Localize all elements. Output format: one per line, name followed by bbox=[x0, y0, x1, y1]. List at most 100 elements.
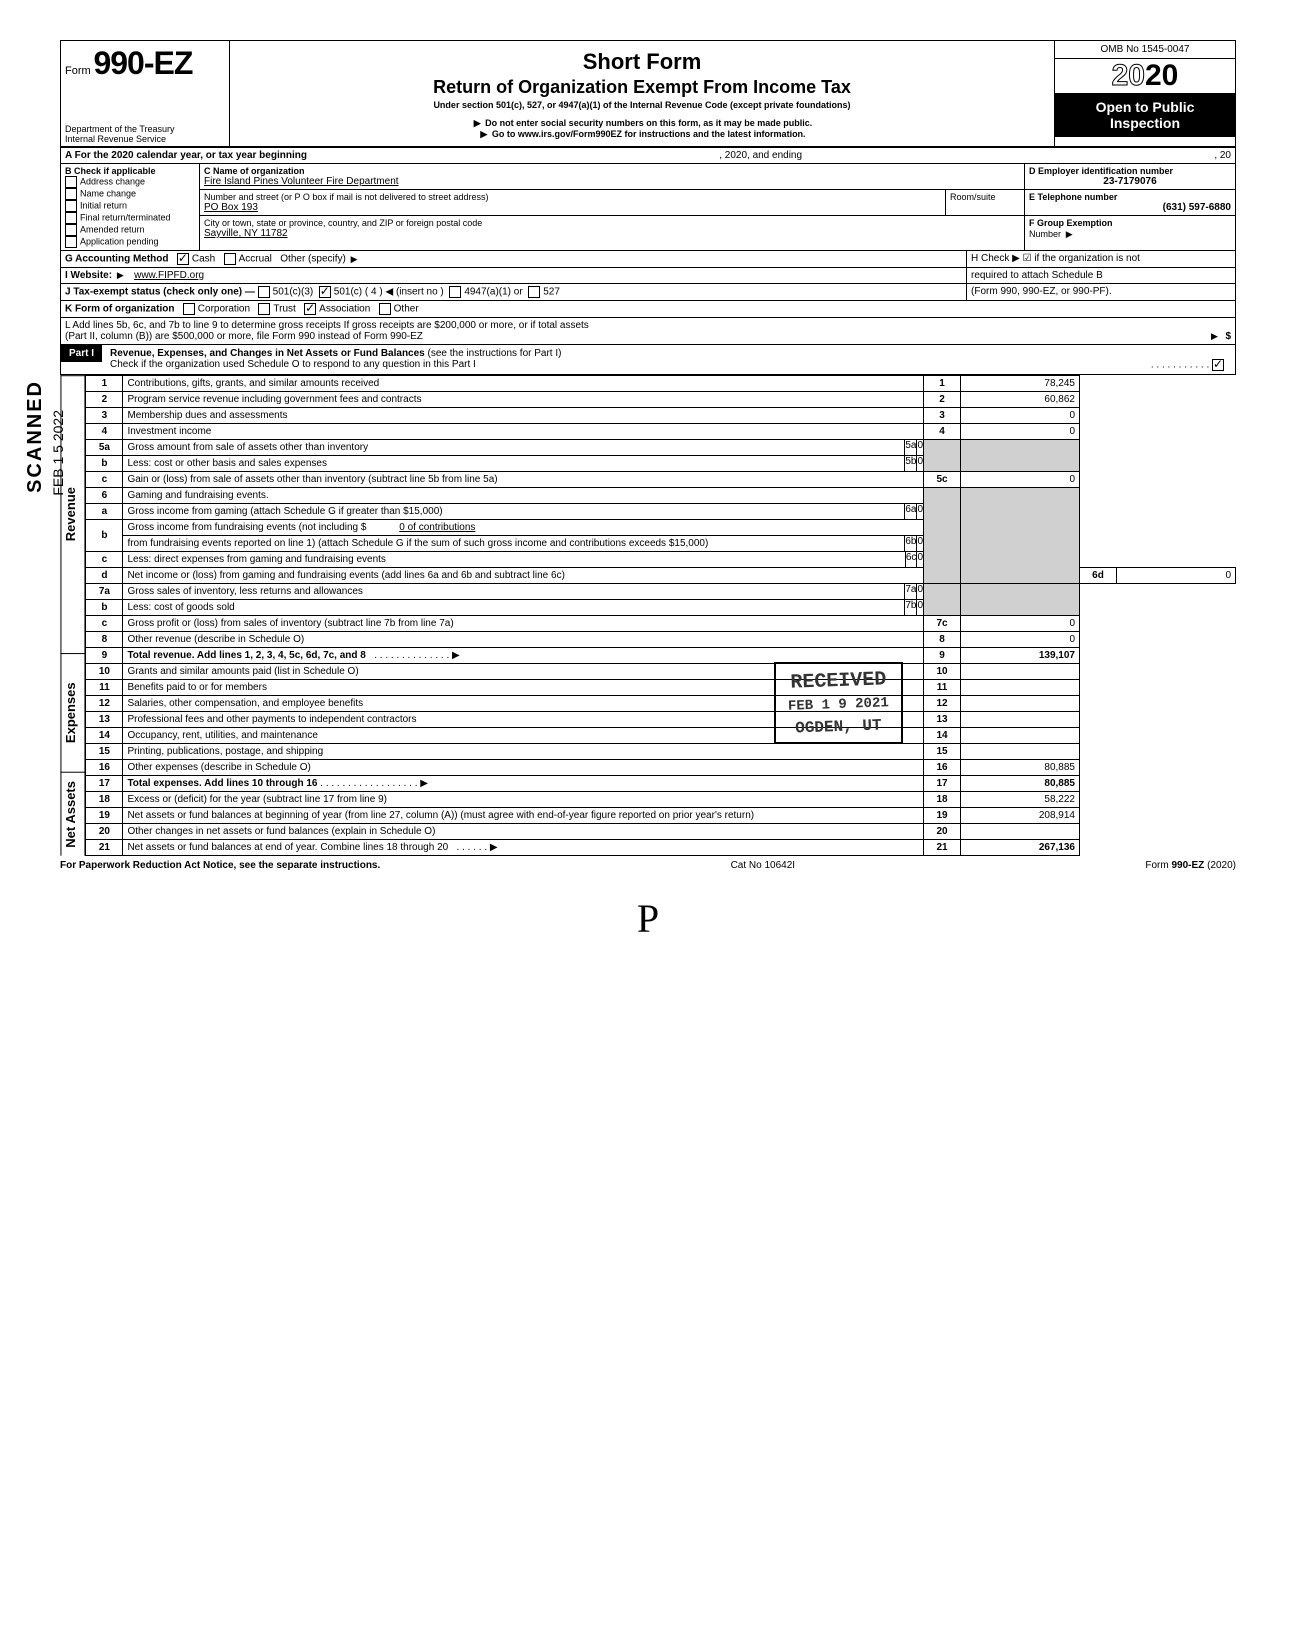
part-1-label: Part I bbox=[61, 345, 102, 362]
line-ref: 5c bbox=[924, 472, 961, 488]
line-value: 60,862 bbox=[961, 392, 1080, 408]
checkbox-initial-return[interactable] bbox=[65, 200, 77, 212]
line-text: Gain or (loss) from sale of assets other… bbox=[123, 472, 924, 488]
mini-value: 0 bbox=[916, 552, 923, 567]
line-num: c bbox=[86, 552, 123, 568]
checkbox-app-pending[interactable] bbox=[65, 236, 77, 248]
checkbox-address-change[interactable] bbox=[65, 176, 77, 188]
opt-501c3: 501(c)(3) bbox=[273, 287, 314, 298]
line-num: 19 bbox=[86, 808, 123, 824]
line-h-label: H Check ▶ ☑ if the organization is not bbox=[971, 253, 1231, 264]
line-text: Less: direct expenses from gaming and fu… bbox=[123, 552, 904, 567]
opt-amended: Amended return bbox=[80, 224, 145, 234]
checkbox-final-return[interactable] bbox=[65, 212, 77, 224]
stamp-location: OGDEN, UT bbox=[788, 714, 890, 740]
line-value bbox=[961, 696, 1080, 712]
line-num: 10 bbox=[86, 664, 123, 680]
title-return: Return of Organization Exempt From Incom… bbox=[240, 77, 1044, 98]
checkbox-501c[interactable] bbox=[319, 286, 331, 298]
line-value: 78,245 bbox=[961, 376, 1080, 392]
opt-4947: 4947(a)(1) or bbox=[464, 287, 522, 298]
line-value: 267,136 bbox=[961, 840, 1080, 856]
checkbox-name-change[interactable] bbox=[65, 188, 77, 200]
line-text: Less: cost of goods sold bbox=[123, 600, 904, 615]
line-num: 3 bbox=[86, 408, 123, 424]
opt-app-pending: Application pending bbox=[80, 236, 159, 246]
checkbox-other[interactable] bbox=[379, 303, 391, 315]
checkbox-cash[interactable] bbox=[177, 253, 189, 265]
line-num: 21 bbox=[86, 840, 123, 856]
checkbox-accrual[interactable] bbox=[224, 253, 236, 265]
line-text: Program service revenue including govern… bbox=[123, 392, 924, 408]
mini-value: 0 bbox=[916, 600, 923, 615]
line-num: b bbox=[86, 520, 123, 552]
arrow-icon bbox=[478, 129, 489, 139]
scanned-stamp: SCANNED bbox=[24, 380, 47, 493]
dollar-sign: $ bbox=[1225, 331, 1231, 342]
line-text: Less: cost or other basis and sales expe… bbox=[123, 456, 904, 471]
line-f-label: F Group Exemption bbox=[1029, 218, 1113, 228]
line-value bbox=[961, 712, 1080, 728]
contrib-value: 0 of contributions bbox=[399, 522, 475, 533]
line-value bbox=[961, 680, 1080, 696]
city-value: Sayville, NY 11782 bbox=[204, 228, 1020, 239]
arrow-icon bbox=[115, 270, 126, 281]
line-f-sub: Number bbox=[1029, 229, 1061, 239]
line-ref: 11 bbox=[924, 680, 961, 696]
line-ref: 17 bbox=[924, 776, 961, 792]
opt-name-change: Name change bbox=[80, 188, 136, 198]
mini-ref: 7b bbox=[904, 600, 916, 615]
line-num: 18 bbox=[86, 792, 123, 808]
checkbox-501c3[interactable] bbox=[258, 286, 270, 298]
form-990ez: SCANNED FEB 1 5 2022 Form 990-EZ Departm… bbox=[60, 40, 1236, 942]
checkbox-corp[interactable] bbox=[183, 303, 195, 315]
line-num: 2 bbox=[86, 392, 123, 408]
checkbox-amended[interactable] bbox=[65, 224, 77, 236]
checkbox-trust[interactable] bbox=[258, 303, 270, 315]
line-l-text2: (Part II, column (B)) are $500,000 or mo… bbox=[65, 331, 423, 342]
open-to-public: Open to Public bbox=[1057, 99, 1233, 115]
line-text: Gross profit or (loss) from sales of inv… bbox=[123, 616, 924, 632]
line-num: c bbox=[86, 616, 123, 632]
line-text: Grants and similar amounts paid (list in… bbox=[127, 666, 358, 677]
line-text: Net assets or fund balances at beginning… bbox=[123, 808, 924, 824]
line-value: 0 bbox=[961, 632, 1080, 648]
line-num: 12 bbox=[86, 696, 123, 712]
form-number: 990-EZ bbox=[93, 45, 192, 81]
opt-address-change: Address change bbox=[80, 176, 145, 186]
street-label: Number and street (or P O box if mail is… bbox=[204, 192, 941, 202]
cat-no: Cat No 10642I bbox=[731, 860, 796, 871]
line-text: Gross amount from sale of assets other t… bbox=[123, 440, 904, 455]
line-ref: 7c bbox=[924, 616, 961, 632]
line-value: 0 bbox=[961, 408, 1080, 424]
opt-association: Association bbox=[319, 304, 370, 315]
line-j-label: J Tax-exempt status (check only one) — bbox=[65, 287, 255, 298]
form-ref: Form 990-EZ (2020) bbox=[1145, 860, 1236, 871]
line-num: b bbox=[86, 600, 123, 616]
checkbox-assoc[interactable] bbox=[304, 303, 316, 315]
arrow-icon bbox=[1209, 331, 1220, 342]
line-text: Gaming and fundraising events. bbox=[123, 488, 924, 504]
line-b-label: Check if applicable bbox=[74, 166, 156, 176]
checkbox-4947[interactable] bbox=[449, 286, 461, 298]
line-value: 80,885 bbox=[961, 760, 1080, 776]
line-l-text1: L Add lines 5b, 6c, and 7b to line 9 to … bbox=[65, 320, 1231, 331]
line-value bbox=[961, 728, 1080, 744]
line-value bbox=[961, 664, 1080, 680]
line-text: Gross income from fundraising events (no… bbox=[127, 522, 366, 533]
checkbox-sched-o[interactable] bbox=[1212, 359, 1224, 371]
line-value: 0 bbox=[961, 472, 1080, 488]
line-num: 17 bbox=[86, 776, 123, 792]
irs-label: Internal Revenue Service bbox=[65, 134, 175, 144]
part-1-header: Part I Revenue, Expenses, and Changes in… bbox=[60, 345, 1236, 375]
line-num: c bbox=[86, 472, 123, 488]
line-ref: 3 bbox=[924, 408, 961, 424]
line-g-label: G Accounting Method bbox=[65, 254, 169, 265]
city-label: City or town, state or province, country… bbox=[204, 218, 1020, 228]
checkbox-527[interactable] bbox=[528, 286, 540, 298]
line-num: 4 bbox=[86, 424, 123, 440]
line-a-end: , 20 bbox=[1214, 150, 1231, 161]
form-header: Form 990-EZ Department of the Treasury I… bbox=[60, 40, 1236, 148]
section-b: B Check if applicable Address change Nam… bbox=[61, 164, 200, 250]
line-value bbox=[961, 824, 1080, 840]
